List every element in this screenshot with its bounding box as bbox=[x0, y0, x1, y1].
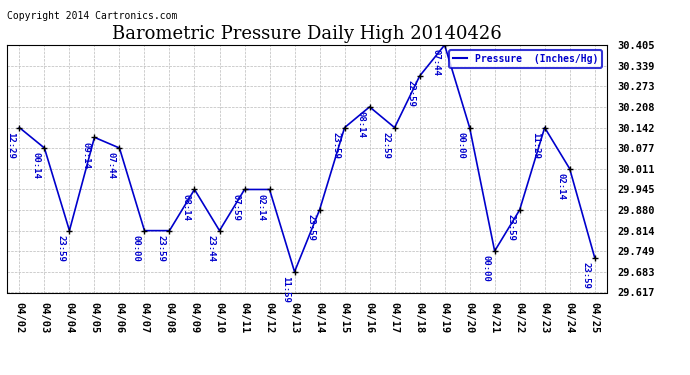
Text: 23:59: 23:59 bbox=[157, 235, 166, 262]
Text: 08:14: 08:14 bbox=[357, 111, 366, 138]
Text: 08:14: 08:14 bbox=[181, 194, 190, 220]
Text: Copyright 2014 Cartronics.com: Copyright 2014 Cartronics.com bbox=[7, 11, 177, 21]
Text: 07:59: 07:59 bbox=[231, 194, 240, 220]
Text: 02:14: 02:14 bbox=[557, 173, 566, 200]
Text: 22:59: 22:59 bbox=[382, 132, 391, 159]
Text: 00:00: 00:00 bbox=[131, 235, 140, 262]
Text: 00:00: 00:00 bbox=[457, 132, 466, 159]
Text: 00:14: 00:14 bbox=[31, 152, 40, 179]
Text: 23:59: 23:59 bbox=[331, 132, 340, 159]
Text: 07:44: 07:44 bbox=[431, 49, 440, 76]
Title: Barometric Pressure Daily High 20140426: Barometric Pressure Daily High 20140426 bbox=[112, 26, 502, 44]
Text: 23:59: 23:59 bbox=[57, 235, 66, 262]
Text: 11:59: 11:59 bbox=[282, 276, 290, 303]
Text: 23:59: 23:59 bbox=[306, 214, 315, 241]
Text: 11:29: 11:29 bbox=[531, 132, 540, 159]
Text: 23:44: 23:44 bbox=[206, 235, 215, 262]
Text: 23:59: 23:59 bbox=[582, 262, 591, 289]
Text: 23:59: 23:59 bbox=[506, 214, 515, 241]
Text: 00:00: 00:00 bbox=[482, 255, 491, 282]
Text: 22:59: 22:59 bbox=[406, 80, 415, 107]
Text: 09:14: 09:14 bbox=[81, 141, 90, 168]
Text: 07:44: 07:44 bbox=[106, 152, 115, 179]
Text: 02:14: 02:14 bbox=[257, 194, 266, 220]
Text: 12:29: 12:29 bbox=[6, 132, 15, 159]
Legend: Pressure  (Inches/Hg): Pressure (Inches/Hg) bbox=[448, 50, 602, 68]
